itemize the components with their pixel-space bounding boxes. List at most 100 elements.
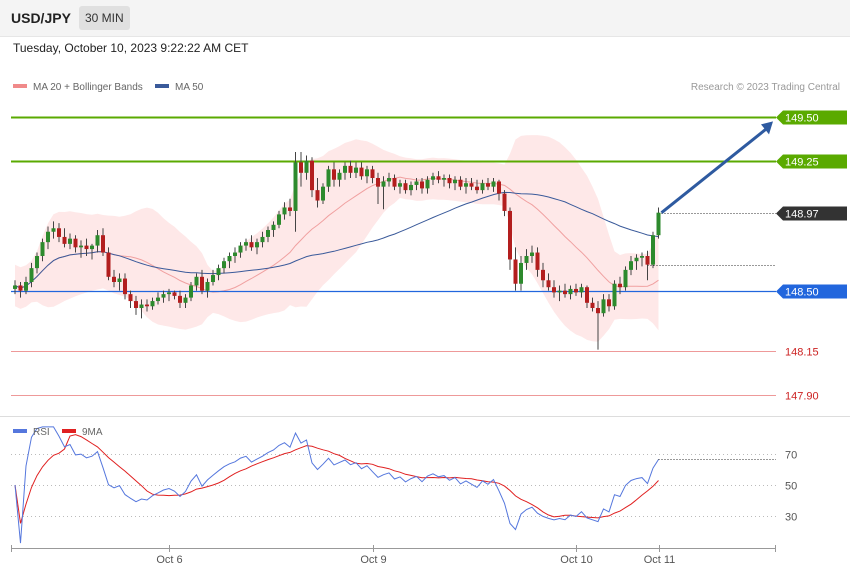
- ma20-legend-label: MA 20 + Bollinger Bands: [33, 82, 143, 93]
- candle-body: [227, 256, 232, 262]
- candle-body: [343, 165, 347, 173]
- ma50-line: [14, 191, 659, 289]
- candle: [530, 245, 534, 263]
- candle: [123, 273, 127, 300]
- candle: [200, 269, 204, 295]
- level-tag-149-25: [776, 154, 847, 169]
- candle: [211, 269, 215, 286]
- candle: [167, 288, 171, 302]
- ma20-line: [14, 176, 659, 293]
- candle: [590, 297, 595, 312]
- candle-body: [585, 287, 589, 303]
- candle: [634, 254, 639, 270]
- candle: [233, 247, 237, 263]
- candle-body: [73, 238, 78, 248]
- candle: [271, 221, 276, 237]
- candle-body: [282, 207, 287, 215]
- candle: [304, 155, 309, 180]
- candle: [612, 280, 617, 310]
- candle: [62, 228, 67, 248]
- candle-body: [431, 176, 435, 180]
- candle-body: [183, 297, 188, 303]
- candle: [447, 174, 452, 189]
- x-tick-label: Oct 9: [360, 554, 386, 566]
- rsi-tick-30: 30: [785, 512, 797, 524]
- candle: [156, 292, 160, 305]
- candle: [541, 262, 545, 288]
- candle: [563, 283, 567, 298]
- candle-body: [469, 183, 474, 187]
- candle-body: [392, 178, 397, 187]
- candle-body: [524, 256, 529, 263]
- candle: [480, 179, 485, 194]
- forecast-arrow-shaft: [660, 127, 768, 214]
- level-tag-149-50: [776, 110, 847, 125]
- candle-body: [178, 295, 182, 303]
- moving-averages: [14, 176, 659, 293]
- candle: [601, 294, 606, 317]
- candle-body: [156, 297, 160, 302]
- candle-body: [79, 245, 83, 248]
- candle: [640, 252, 644, 267]
- candle: [392, 174, 397, 191]
- copyright-label: Research © 2023 Trading Central: [691, 82, 840, 93]
- candle-body: [370, 169, 375, 179]
- candle-body: [90, 245, 94, 250]
- level-label-147-90: 147.90: [785, 391, 819, 403]
- candle: [18, 282, 23, 298]
- candle: [464, 178, 468, 194]
- candle: [161, 290, 166, 303]
- price-levels: 149.50 149.25 148.50 148.15 147.90: [11, 110, 847, 403]
- rsi-panel: 70 50 30: [11, 426, 797, 544]
- candle-body: [277, 214, 281, 225]
- candle: [343, 162, 347, 180]
- candle-body: [420, 181, 424, 189]
- candle-body: [299, 162, 303, 173]
- candle: [293, 152, 298, 232]
- candle-body: [497, 181, 501, 194]
- candle-body: [618, 283, 622, 288]
- candle: [519, 256, 523, 291]
- candle-body: [513, 259, 518, 284]
- candle-body: [255, 242, 259, 248]
- candle-body: [596, 308, 600, 314]
- candle-body: [568, 288, 573, 295]
- candle: [332, 162, 336, 187]
- candle-body: [656, 212, 661, 236]
- candle-body: [29, 268, 34, 283]
- bollinger-bands: [15, 135, 659, 342]
- candle: [172, 290, 177, 300]
- candle-body: [381, 181, 386, 187]
- candle-body: [216, 268, 221, 276]
- candle-body: [200, 276, 204, 291]
- candle: [326, 165, 331, 192]
- level-tag-148-50: [776, 284, 847, 299]
- candle: [315, 178, 320, 208]
- candle-body: [425, 179, 430, 189]
- candle: [629, 256, 633, 276]
- candle-body: [486, 183, 490, 187]
- candle-body: [35, 256, 39, 269]
- candle: [189, 282, 193, 302]
- candle: [491, 178, 496, 192]
- candle-body: [563, 290, 567, 295]
- candle: [51, 221, 56, 239]
- candle-body: [139, 304, 144, 309]
- candle: [431, 172, 435, 185]
- candle-body: [62, 236, 67, 244]
- candle-body: [376, 178, 380, 187]
- rsi-tick-70: 70: [785, 450, 797, 462]
- candle: [475, 179, 479, 194]
- rsi-tick-50: 50: [785, 481, 797, 493]
- main-legend: MA 20 + Bollinger Bands MA 50 Research ©…: [13, 82, 840, 93]
- x-axis: Oct 6 Oct 9 Oct 10 Oct 11: [11, 545, 776, 566]
- candle: [502, 190, 507, 217]
- candle: [513, 247, 518, 291]
- candle: [321, 183, 325, 205]
- timeframe-button[interactable]: 30 MIN: [79, 6, 130, 30]
- rsi-ma-legend-swatch: [62, 429, 76, 433]
- candle-body: [535, 252, 540, 270]
- candle-body: [84, 245, 89, 250]
- candle-body: [57, 228, 61, 237]
